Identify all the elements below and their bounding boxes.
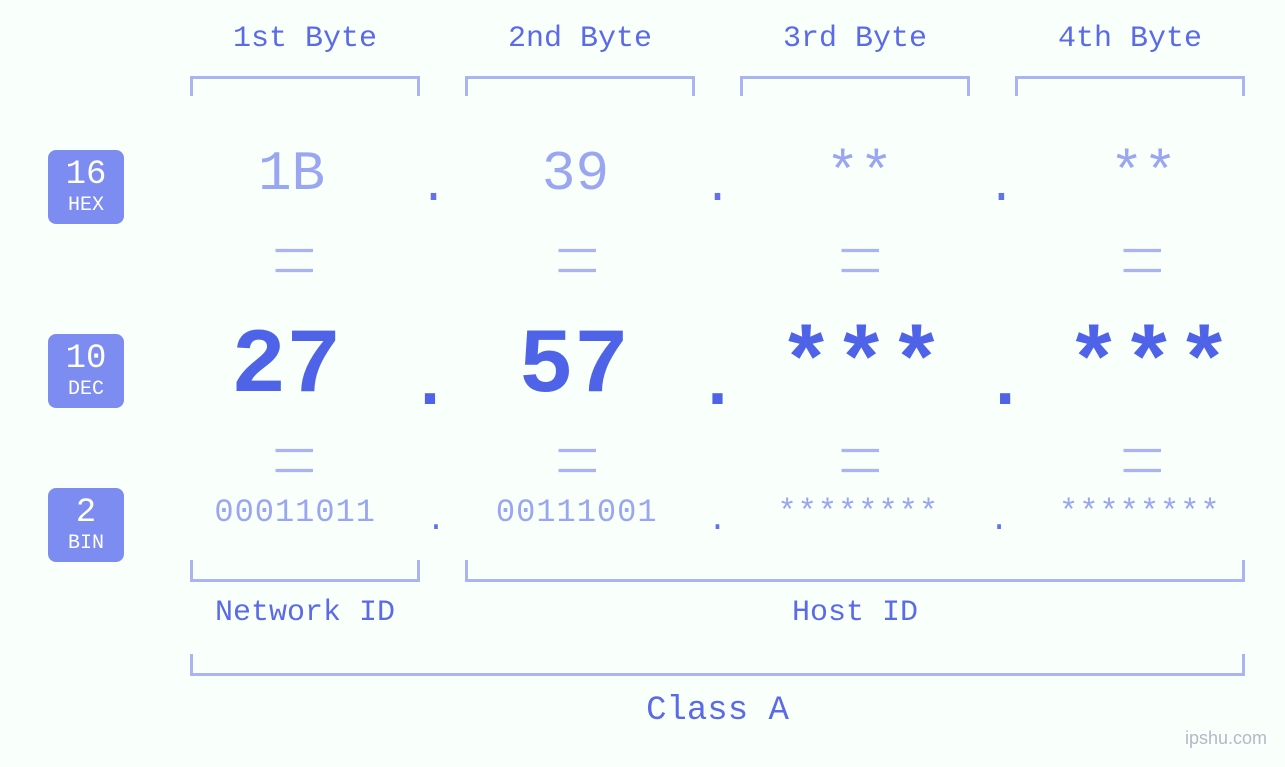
dec-sep-2: .	[690, 344, 745, 426]
bin-byte-4: ********	[1015, 494, 1265, 531]
equals-row-2: || . || . || . ||	[170, 436, 1265, 481]
bin-row: 00011011 . 00111001 . ******** . *******…	[170, 494, 1265, 531]
bin-sep-3: .	[983, 502, 1014, 539]
byte-label-3: 3rd Byte	[755, 22, 955, 56]
bin-sep-1: .	[420, 502, 451, 539]
badge-hex: 16 HEX	[48, 150, 124, 224]
equals-icon: ||	[554, 335, 599, 582]
badge-hex-txt: HEX	[48, 194, 124, 218]
equals-icon: ||	[271, 335, 316, 582]
hex-sep-2: .	[697, 161, 738, 215]
equals-row-1: || . || . || . ||	[170, 236, 1265, 281]
equals-icon: ||	[1119, 335, 1164, 582]
host-id-bracket	[465, 560, 1245, 582]
top-bracket-3	[740, 76, 970, 96]
dec-sep-1: .	[402, 344, 457, 426]
hex-row: 1B . 39 . ** . **	[170, 142, 1265, 206]
equals-icon: ||	[836, 335, 881, 582]
bin-byte-1: 00011011	[170, 494, 420, 531]
class-bracket	[190, 654, 1245, 676]
badge-bin: 2 BIN	[48, 488, 124, 562]
dec-sep-3: .	[977, 344, 1032, 426]
bin-byte-2: 00111001	[452, 494, 702, 531]
byte-label-4: 4th Byte	[1030, 22, 1230, 56]
badge-bin-txt: BIN	[48, 532, 124, 556]
badge-dec-num: 10	[48, 342, 124, 376]
dec-row: 27 . 57 . *** . ***	[170, 314, 1265, 419]
network-id-label: Network ID	[190, 596, 420, 630]
badge-dec-txt: DEC	[48, 378, 124, 402]
hex-sep-3: .	[981, 161, 1022, 215]
byte-label-2: 2nd Byte	[480, 22, 680, 56]
badge-bin-num: 2	[48, 496, 124, 530]
bin-sep-2: .	[702, 502, 733, 539]
host-id-label: Host ID	[465, 596, 1245, 630]
badge-dec: 10 DEC	[48, 334, 124, 408]
byte-label-1: 1st Byte	[205, 22, 405, 56]
badge-hex-num: 16	[48, 158, 124, 192]
top-bracket-1	[190, 76, 420, 96]
network-id-bracket	[190, 560, 420, 582]
class-label: Class A	[190, 692, 1245, 730]
bin-byte-3: ********	[733, 494, 983, 531]
ip-bytes-diagram: 1st Byte 2nd Byte 3rd Byte 4th Byte 16 H…	[0, 0, 1285, 767]
watermark: ipshu.com	[1185, 728, 1267, 749]
hex-sep-1: .	[413, 161, 454, 215]
top-bracket-4	[1015, 76, 1245, 96]
top-bracket-2	[465, 76, 695, 96]
